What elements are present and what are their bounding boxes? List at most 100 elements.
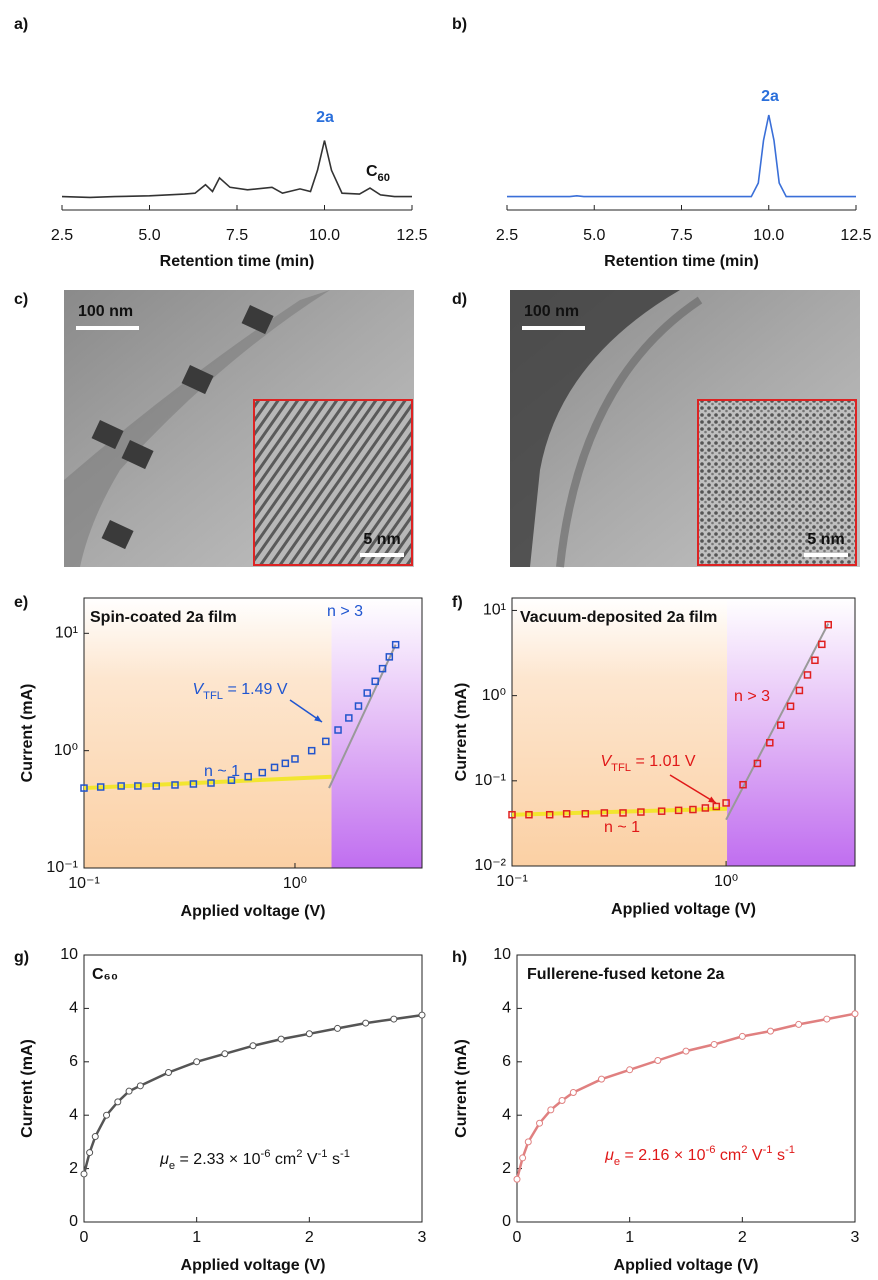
y-tick-label: 10⁰ bbox=[54, 742, 78, 759]
x-tick-label: 2.5 bbox=[51, 227, 73, 244]
text-segment: C bbox=[366, 163, 378, 180]
x-tick-label: 12.5 bbox=[396, 227, 427, 244]
y-tick-label: 2 bbox=[502, 1160, 511, 1177]
x-tick-label: 10⁻¹ bbox=[68, 875, 100, 892]
chart-title: Vacuum-deposited 2a film bbox=[520, 609, 717, 626]
y-tick-label: 4 bbox=[69, 1000, 78, 1017]
text-segment: V bbox=[302, 1151, 317, 1168]
chart-title: Fullerene-fused ketone 2a bbox=[527, 966, 724, 983]
plot-frame bbox=[517, 955, 855, 1222]
x-axis-label: Applied voltage (V) bbox=[181, 1257, 326, 1274]
data-point bbox=[250, 1043, 256, 1049]
panel-label: c) bbox=[14, 291, 28, 308]
data-line bbox=[84, 1015, 422, 1174]
text-segment: = 1.01 V bbox=[631, 753, 696, 770]
data-point bbox=[194, 1059, 200, 1065]
text-segment: TFL bbox=[203, 690, 223, 702]
data-point bbox=[768, 1028, 774, 1034]
text-segment: V bbox=[747, 1147, 762, 1164]
annotation: n ~ 1 bbox=[204, 763, 240, 780]
y-tick-label: 6 bbox=[69, 1053, 78, 1070]
data-point bbox=[739, 1033, 745, 1039]
text-segment: -6 bbox=[260, 1148, 270, 1160]
y-tick-label: 10 bbox=[60, 946, 78, 963]
data-point bbox=[655, 1057, 661, 1063]
x-tick-label: 1 bbox=[192, 1229, 201, 1246]
annotation: n > 3 bbox=[327, 603, 363, 620]
x-tick-label: 10.0 bbox=[309, 227, 340, 244]
x-axis-label: Retention time (min) bbox=[160, 253, 315, 270]
y-tick-label: 10 bbox=[493, 946, 511, 963]
data-point bbox=[126, 1088, 132, 1094]
x-tick-label: 3 bbox=[418, 1229, 427, 1246]
text-segment: = 1.49 V bbox=[223, 681, 288, 698]
y-tick-label: 4 bbox=[69, 1106, 78, 1123]
x-tick-label: 0 bbox=[513, 1229, 522, 1246]
x-tick-label: 10⁰ bbox=[283, 875, 307, 892]
x-tick-label: 10⁻¹ bbox=[496, 873, 528, 890]
annotation: n > 3 bbox=[734, 688, 770, 705]
data-point bbox=[335, 1025, 341, 1031]
x-tick-label: 7.5 bbox=[226, 227, 248, 244]
text-segment: 60 bbox=[378, 172, 390, 184]
text-segment: -1 bbox=[785, 1144, 795, 1156]
y-axis-label: Current (mA) bbox=[19, 1039, 36, 1138]
x-axis-label: Retention time (min) bbox=[604, 253, 759, 270]
x-tick-label: 2 bbox=[305, 1229, 314, 1246]
x-tick-label: 2.5 bbox=[496, 227, 518, 244]
y-axis-label: Current (mA) bbox=[453, 1039, 470, 1138]
data-point bbox=[548, 1107, 554, 1113]
x-tick-label: 1 bbox=[625, 1229, 634, 1246]
y-axis-label: Current (mA) bbox=[453, 683, 470, 782]
panel-label: g) bbox=[14, 949, 29, 966]
data-point bbox=[537, 1120, 543, 1126]
scale-bar-label: 100 nm bbox=[78, 303, 133, 320]
panel-label: f) bbox=[452, 594, 463, 611]
x-tick-label: 3 bbox=[851, 1229, 860, 1246]
chart-title: Spin-coated 2a film bbox=[90, 609, 237, 626]
data-point bbox=[525, 1139, 531, 1145]
data-point bbox=[683, 1048, 689, 1054]
data-point bbox=[104, 1112, 110, 1118]
y-tick-label: 4 bbox=[502, 1000, 511, 1017]
text-segment: n ~ 1 bbox=[604, 819, 640, 836]
x-axis-label: Applied voltage (V) bbox=[181, 903, 326, 920]
text-segment: n > 3 bbox=[734, 688, 770, 705]
data-line bbox=[62, 141, 412, 198]
text-segment: -1 bbox=[340, 1148, 350, 1160]
y-tick-label: 10⁰ bbox=[482, 687, 506, 704]
data-line bbox=[507, 115, 856, 197]
data-point bbox=[514, 1176, 520, 1182]
x-tick-label: 5.0 bbox=[138, 227, 160, 244]
text-segment: = 2.33 × 10 bbox=[175, 1151, 261, 1168]
text-segment: TFL bbox=[611, 762, 631, 774]
text-segment: -1 bbox=[318, 1148, 328, 1160]
scale-bar bbox=[76, 326, 139, 330]
x-axis-label: Applied voltage (V) bbox=[614, 1257, 759, 1274]
x-tick-label: 10⁰ bbox=[714, 873, 738, 890]
annotation: n ~ 1 bbox=[604, 819, 640, 836]
text-segment: n > 3 bbox=[327, 603, 363, 620]
text-segment: s bbox=[773, 1147, 785, 1164]
text-segment: = 2.16 × 10 bbox=[620, 1147, 706, 1164]
text-segment: μ bbox=[604, 1147, 614, 1164]
data-point bbox=[278, 1036, 284, 1042]
inset-scale-bar bbox=[804, 553, 848, 557]
panel-label: e) bbox=[14, 594, 28, 611]
x-tick-label: 12.5 bbox=[840, 227, 871, 244]
scale-bar-label: 100 nm bbox=[524, 303, 579, 320]
data-point bbox=[852, 1011, 858, 1017]
panel-label: h) bbox=[452, 949, 467, 966]
figure: a)2.55.07.510.012.5Retention time (min)2… bbox=[0, 0, 878, 1280]
text-segment: cm bbox=[715, 1147, 741, 1164]
data-point bbox=[419, 1012, 425, 1018]
data-point bbox=[363, 1020, 369, 1026]
text-segment: cm bbox=[270, 1151, 296, 1168]
data-point bbox=[115, 1099, 121, 1105]
data-point bbox=[306, 1031, 312, 1037]
y-tick-label: 10⁻¹ bbox=[474, 772, 506, 789]
data-point bbox=[824, 1016, 830, 1022]
x-tick-label: 5.0 bbox=[583, 227, 605, 244]
text-segment: -1 bbox=[763, 1144, 773, 1156]
data-point bbox=[796, 1021, 802, 1027]
